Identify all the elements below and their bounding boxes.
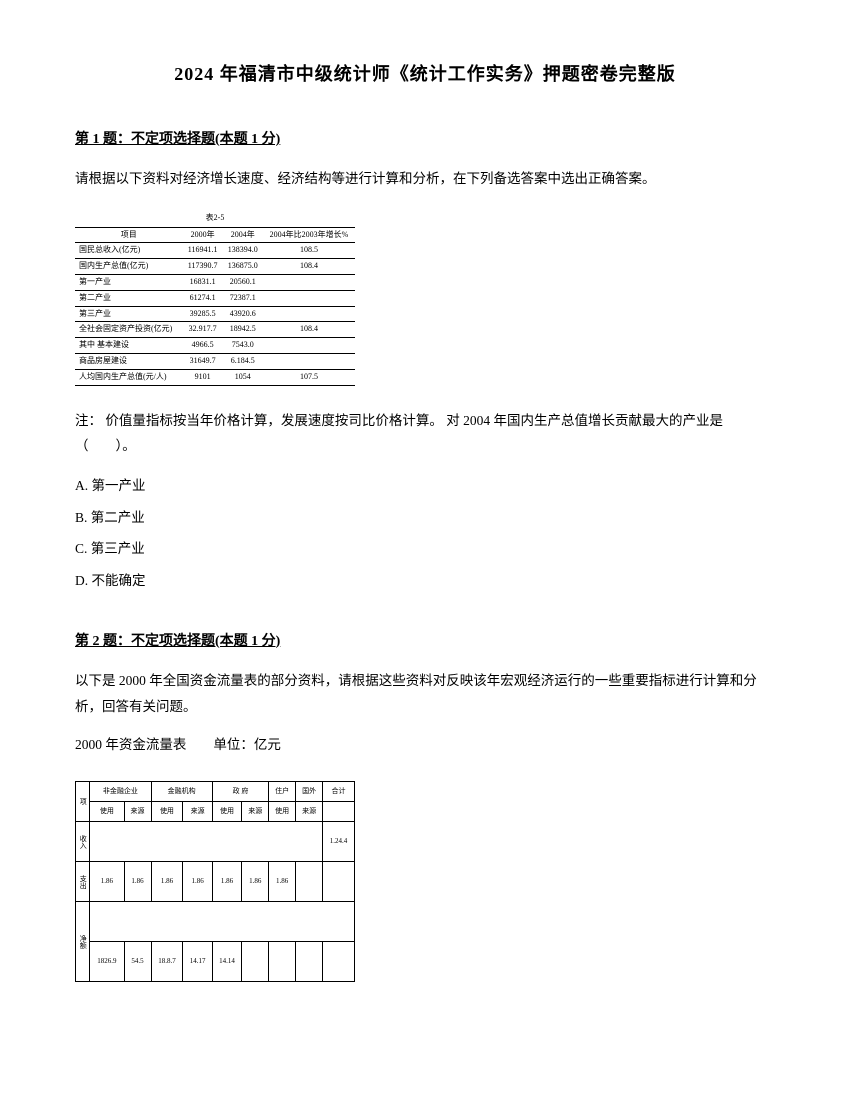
table-row: 其中 基本建设4966.57543.0	[75, 338, 355, 354]
document-title: 2024 年福清市中级统计师《统计工作实务》押题密卷完整版	[75, 60, 775, 89]
table-header-row: 项目 2000年 2004年 2004年比2003年增长%	[75, 227, 355, 243]
table-row: 第一产业16831.120560.1	[75, 275, 355, 291]
table-row: 人均国内生产总值(元/人)91011054107.5	[75, 369, 355, 385]
q1-option-c: C. 第三产业	[75, 534, 775, 564]
q2-subtitle: 2000 年资金流量表 单位：亿元	[75, 734, 775, 756]
q2-header: 第 2 题：不定项选择题(本题 1 分)	[75, 631, 775, 653]
table-row: 全社会固定资产投资(亿元)32.917.718942.5108.4	[75, 322, 355, 338]
table-row: 国内生产总值(亿元)117390.7136875.0108.4	[75, 259, 355, 275]
q2-body: 以下是 2000 年全国资金流量表的部分资料，请根据这些资料对反映该年宏观经济运…	[75, 668, 775, 719]
q1-option-b: B. 第二产业	[75, 503, 775, 533]
table-row: 第二产业61274.172387.1	[75, 290, 355, 306]
q1-options: A. 第一产业 B. 第二产业 C. 第三产业 D. 不能确定	[75, 471, 775, 596]
q2-table: 项 非金融企业 金融机构 政 府 住户 国外 合计 使用 来源 使用 来源 使用…	[75, 781, 355, 982]
q2-flow-table: 项 非金融企业 金融机构 政 府 住户 国外 合计 使用 来源 使用 来源 使用…	[75, 781, 355, 982]
q1-data-table: 项目 2000年 2004年 2004年比2003年增长% 国民总收入(亿元)1…	[75, 227, 355, 386]
q1-header: 第 1 题：不定项选择题(本题 1 分)	[75, 129, 775, 151]
q1-table: 表2-5 项目 2000年 2004年 2004年比2003年增长% 国民总收入…	[75, 212, 355, 386]
q1-note: 注： 价值量指标按当年价格计算，发展速度按司比价格计算。 对 2004 年国内生…	[75, 408, 775, 459]
q1-option-a: A. 第一产业	[75, 471, 775, 501]
q1-body: 请根据以下资料对经济增长速度、经济结构等进行计算和分析，在下列备选答案中选出正确…	[75, 166, 775, 192]
q1-table-title: 表2-5	[75, 212, 355, 225]
table-row: 商品房屋建设31649.76.184.5	[75, 354, 355, 370]
table-row: 国民总收入(亿元)116941.1138394.0108.5	[75, 243, 355, 259]
q1-option-d: D. 不能确定	[75, 566, 775, 596]
table-row: 第三产业39285.543920.6	[75, 306, 355, 322]
